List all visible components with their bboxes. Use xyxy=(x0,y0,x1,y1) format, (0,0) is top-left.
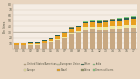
Bar xyxy=(76,26,81,27)
Bar xyxy=(131,16,136,17)
Bar xyxy=(28,45,33,49)
Bar xyxy=(69,34,74,49)
Bar xyxy=(69,29,74,33)
Bar xyxy=(49,42,53,49)
Bar xyxy=(103,30,108,49)
Bar xyxy=(62,38,67,49)
Bar xyxy=(97,30,102,49)
Bar xyxy=(90,22,95,27)
Bar xyxy=(117,29,122,49)
Bar xyxy=(124,17,129,18)
Bar xyxy=(83,27,88,30)
Bar xyxy=(124,28,129,49)
Bar xyxy=(110,26,115,29)
Bar xyxy=(62,32,67,33)
Bar xyxy=(42,40,47,41)
Bar xyxy=(103,27,108,30)
Bar xyxy=(14,43,19,45)
Bar xyxy=(117,21,122,26)
Bar xyxy=(131,28,136,49)
Bar xyxy=(35,43,40,44)
Bar xyxy=(35,42,40,43)
Bar xyxy=(49,38,53,39)
Bar xyxy=(103,22,108,27)
Bar xyxy=(55,35,60,36)
Bar xyxy=(90,29,95,49)
Bar xyxy=(76,31,81,33)
Bar xyxy=(110,19,115,20)
Bar xyxy=(76,33,81,49)
Bar xyxy=(35,44,40,45)
Bar xyxy=(49,39,53,41)
Legend: United States/Americas, Europe, European Union, Brazil, Other, China, India, Gre: United States/Americas, Europe, European… xyxy=(24,62,114,72)
Bar xyxy=(97,27,102,30)
Bar xyxy=(131,19,136,25)
Bar xyxy=(42,43,47,49)
Bar xyxy=(83,21,88,22)
Bar xyxy=(103,21,108,22)
Bar xyxy=(90,20,95,21)
Y-axis label: Bn litres: Bn litres xyxy=(3,20,7,33)
Bar xyxy=(103,20,108,21)
Bar xyxy=(124,18,129,20)
Bar xyxy=(124,20,129,25)
Bar xyxy=(97,20,102,21)
Bar xyxy=(110,21,115,26)
Bar xyxy=(21,43,26,45)
Bar xyxy=(55,40,60,49)
Bar xyxy=(110,29,115,49)
Bar xyxy=(117,18,122,19)
Bar xyxy=(28,42,33,43)
Bar xyxy=(97,23,102,27)
Bar xyxy=(55,39,60,40)
Bar xyxy=(69,33,74,34)
Bar xyxy=(117,26,122,29)
Bar xyxy=(62,33,67,37)
Bar xyxy=(28,44,33,45)
Bar xyxy=(55,36,60,39)
Bar xyxy=(131,17,136,19)
Bar xyxy=(62,37,67,38)
Bar xyxy=(35,45,40,49)
Bar xyxy=(76,27,81,31)
Bar xyxy=(49,41,53,42)
Bar xyxy=(69,28,74,29)
Bar xyxy=(21,45,26,49)
Bar xyxy=(83,23,88,27)
Bar xyxy=(117,19,122,21)
Bar xyxy=(131,25,136,28)
Bar xyxy=(110,20,115,21)
Bar xyxy=(83,22,88,23)
Bar xyxy=(69,27,74,28)
Bar xyxy=(90,27,95,29)
Bar xyxy=(90,21,95,22)
Bar xyxy=(42,41,47,43)
Bar xyxy=(14,45,19,49)
Bar xyxy=(124,25,129,28)
Bar xyxy=(97,21,102,23)
Bar xyxy=(28,43,33,44)
Bar xyxy=(83,30,88,49)
